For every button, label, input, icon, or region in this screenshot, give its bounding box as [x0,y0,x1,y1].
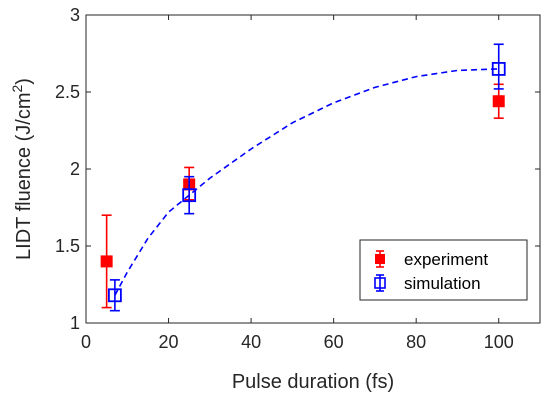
x-axis-label: Pulse duration (fs) [232,371,394,393]
series-simulation [107,43,506,312]
legend: experiment simulation [359,239,528,301]
legend-simulation-label: simulation [404,274,481,293]
series-layer [100,43,506,312]
y-tick-label: 2.5 [55,82,80,102]
x-tick-label: 80 [406,332,426,352]
x-tick-label: 100 [484,332,514,352]
y-axis-label: LIDT fluence (J/cm2) [9,78,35,260]
x-tick-label: 0 [81,332,91,352]
y-tick-label: 2 [70,159,80,179]
legend-simulation-marker [374,277,386,289]
x-axis: 0 20 40 60 80 100 [81,15,514,352]
y-tick-label: 1 [70,313,80,333]
x-tick-label: 60 [324,332,344,352]
simulation-point [107,288,122,303]
legend-experiment-marker [375,254,385,264]
x-tick-label: 20 [159,332,179,352]
experiment-point [492,95,505,108]
legend-experiment-label: experiment [404,250,488,269]
simulation-point [182,188,197,203]
y-axis-label-main: LIDT fluence (J/cm [13,93,35,260]
legend-box [359,239,528,301]
simulation-point [491,62,506,76]
x-tick-label: 40 [241,332,261,352]
fit-curve-layer [114,68,499,296]
y-axis-label-end: ) [13,78,35,85]
legend-items: experiment simulation [374,250,488,293]
experiment-point [100,255,113,268]
y-tick-label: 3 [70,5,80,25]
fit-curve [114,68,499,296]
y-axis: 1 1.5 2 2.5 3 [55,5,540,333]
y-tick-label: 1.5 [55,236,80,256]
y-axis-label-sup: 2 [9,85,25,93]
